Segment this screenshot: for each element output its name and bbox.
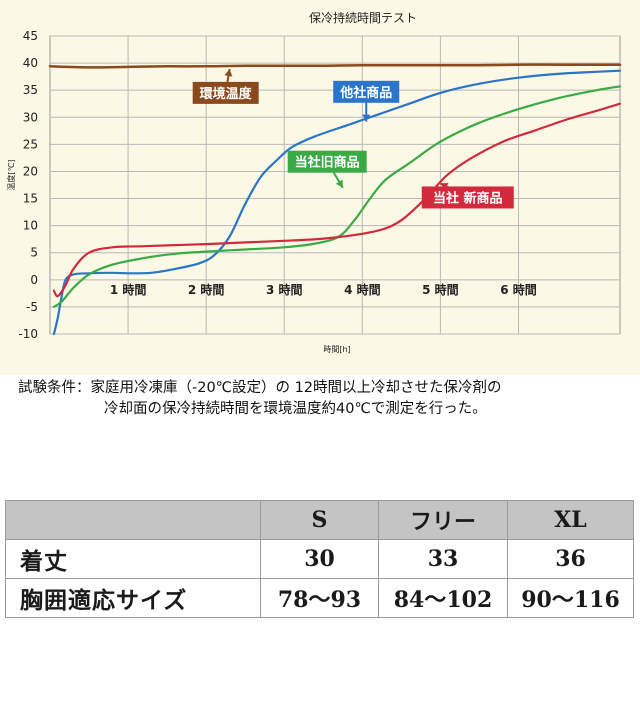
x-tick-label: 4 時間 — [344, 282, 381, 297]
x-tick-label: 5 時間 — [422, 282, 459, 297]
size-header-s: S — [260, 500, 379, 540]
y-tick-label: 30 — [23, 110, 38, 124]
annotation-arrowhead — [224, 69, 233, 77]
size-header-xl: XL — [507, 500, 634, 540]
annotation-tag — [287, 150, 367, 173]
size-header-row: S フリー XL — [5, 500, 634, 540]
annotation-tag — [192, 81, 259, 104]
temperature-chart: 45 40 35 30 25 20 15 10 5 0 -5 -10 1 時間 2 時間 3 時間 4 時間 5… — [6, 10, 622, 354]
series-line-2 — [52, 69, 622, 336]
size-row-length-label: 着丈 — [5, 539, 261, 579]
test-conditions-note: 試験条件：家庭用冷凍庫（-20℃設定）の 12時間以上冷却させた保冷剤の 冷却面… — [18, 378, 633, 420]
y-tick-label: -10 — [18, 327, 38, 341]
x-tick-label: 6 時間 — [500, 282, 537, 297]
x-tick-label: 2 時間 — [188, 282, 225, 297]
size-header-corner — [5, 500, 261, 540]
y-tick-label: 15 — [23, 192, 38, 206]
y-tick-label: -5 — [26, 300, 38, 314]
size-cell-chest-xl: 90〜116 — [507, 578, 634, 618]
series-line-1 — [48, 63, 622, 69]
x-tick-label: 3 時間 — [266, 282, 303, 297]
size-header-free: フリー — [378, 500, 508, 540]
y-tick-label: 5 — [30, 246, 38, 260]
y-axis-label: 温度[℃] — [6, 159, 16, 190]
y-tick-label: 0 — [30, 273, 38, 287]
annotation-arrowhead — [335, 179, 343, 188]
y-tick-label: 45 — [23, 29, 38, 43]
annotation-label: 他社商品 — [339, 85, 392, 101]
y-tick-label: 35 — [23, 83, 38, 97]
annotation-tag — [333, 80, 400, 103]
y-tick-label: 40 — [23, 56, 38, 70]
y-tick-label: 25 — [23, 137, 38, 151]
size-cell-chest-free: 84〜102 — [378, 578, 508, 618]
size-row-chest-label: 胸囲適応サイズ — [5, 578, 261, 618]
annotation-label: 当社 新商品 — [433, 190, 503, 206]
annotation-label: 環境温度 — [200, 86, 253, 102]
series-line-4 — [52, 102, 622, 298]
annotation-tag — [421, 186, 514, 209]
size-row-length: 着丈 30 33 36 — [5, 539, 634, 579]
annotation-label: 当社旧商品 — [295, 155, 360, 171]
size-table: S フリー XL 着丈 30 33 36 胸囲適応サイズ 78〜93 84〜10… — [5, 500, 634, 618]
size-cell-length-free: 33 — [378, 539, 508, 579]
note-line-2: 冷却面の保冷持続時間を環境温度約40℃で測定を行った。 — [104, 401, 487, 417]
size-cell-length-xl: 36 — [507, 539, 634, 579]
y-tick-label: 20 — [23, 164, 38, 178]
annotation-arrowhead — [362, 114, 371, 122]
y-tick-label: 10 — [23, 219, 38, 233]
series-line-3 — [52, 85, 622, 308]
chart-title: 保冷持続時間テスト — [309, 10, 417, 25]
size-cell-length-s: 30 — [260, 539, 379, 579]
note-line-1: 試験条件：家庭用冷凍庫（-20℃設定）の 12時間以上冷却させた保冷剤の — [18, 380, 502, 396]
x-tick-label: 1 時間 — [110, 282, 147, 297]
x-axis-label: 時間[h] — [323, 345, 350, 354]
size-row-chest: 胸囲適応サイズ 78〜93 84〜102 90〜116 — [5, 578, 634, 618]
size-cell-chest-s: 78〜93 — [260, 578, 379, 618]
chart-panel: 45 40 35 30 25 20 15 10 5 0 -5 -10 1 時間 2 時間 3 時間 4 時間 5… — [0, 0, 640, 375]
